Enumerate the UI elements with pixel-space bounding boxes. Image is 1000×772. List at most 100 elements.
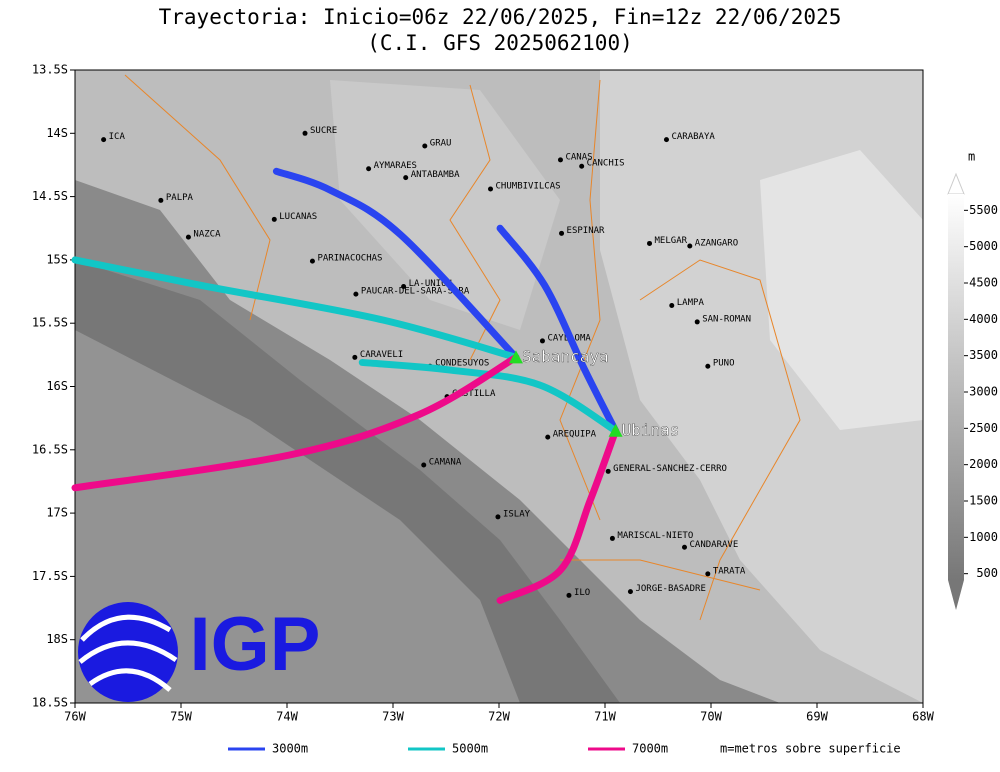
place-dot: [353, 291, 359, 297]
place-label: ANTABAMBA: [411, 170, 460, 180]
volcano-label: Ubinas: [622, 420, 680, 439]
place-dot: [488, 186, 494, 192]
place-dot: [647, 240, 653, 246]
colorbar-label: 5000: [969, 239, 998, 253]
colorbar-label: 500: [976, 566, 998, 580]
colorbar-label: 3000: [969, 385, 998, 399]
legend-label: 5000m: [452, 742, 488, 756]
place-label: SUCRE: [310, 126, 337, 136]
place-label: LA-UNION: [409, 279, 452, 289]
place-dot: [559, 230, 565, 236]
place-dot: [627, 589, 633, 595]
y-tick-label: 18S: [46, 632, 68, 646]
place-dot: [302, 130, 308, 136]
y-tick-label: 17.5S: [32, 569, 68, 583]
x-tick-label: 75W: [170, 710, 192, 724]
place-label: ESPINAR: [567, 226, 606, 236]
y-tick-label: 16.5S: [32, 442, 68, 456]
y-tick-label: 14.5S: [32, 189, 68, 203]
place-dot: [185, 234, 191, 240]
place-label: AYMARAES: [374, 161, 417, 171]
place-dot: [705, 363, 711, 369]
place-label: CARAVELI: [360, 350, 403, 360]
legend-label: 3000m: [272, 742, 308, 756]
y-tick-label: 14S: [46, 126, 68, 140]
place-label: NAZCA: [193, 230, 221, 240]
place-label: PAUCAR-DEL-SARA-SARA: [361, 287, 470, 297]
place-dot: [669, 302, 675, 308]
place-dot: [403, 175, 409, 181]
y-tick-label: 18.5S: [32, 696, 68, 710]
colorbar-label: 3500: [969, 348, 998, 362]
place-label: CARABAYA: [671, 132, 715, 142]
colorbar-label: 1500: [969, 494, 998, 508]
place-dot: [566, 592, 572, 598]
volcano-marker: [608, 423, 623, 437]
place-label: CONDESUYOS: [435, 359, 489, 369]
place-dot: [101, 137, 107, 143]
colorbar: [947, 172, 965, 195]
volcano-marker: [508, 350, 523, 364]
place-label: GENERAL-SANCHEZ-CERRO: [613, 464, 727, 474]
legend-label: 7000m: [632, 742, 668, 756]
trajectory: [272, 167, 520, 361]
logo-text: IGP: [190, 602, 321, 687]
y-tick-label: 13.5S: [32, 63, 68, 77]
x-tick-label: 71W: [594, 710, 616, 724]
place-dot: [158, 197, 164, 203]
place-label: ISLAY: [503, 509, 531, 519]
legend-note: m=metros sobre superficie: [720, 742, 901, 756]
place-label: SAN-ROMAN: [702, 314, 751, 324]
place-dot: [682, 544, 687, 550]
place-label: CAMANA: [429, 457, 462, 467]
place-dot: [605, 468, 611, 474]
volcano-label: Sabancaya: [522, 347, 609, 366]
y-tick-label: 15S: [46, 252, 68, 266]
place-label: CANDARAVE: [690, 540, 739, 550]
place-dot: [495, 514, 501, 520]
x-tick-label: 68W: [912, 710, 934, 724]
place-label: ILO: [574, 588, 590, 598]
x-tick-label: 69W: [806, 710, 828, 724]
colorbar-label: 5500: [969, 203, 998, 217]
place-dot: [539, 338, 545, 344]
terrain: [75, 70, 923, 703]
trajectory: [71, 353, 520, 492]
place-dot: [366, 166, 372, 172]
place-label: LAMPA: [677, 298, 705, 308]
colorbar-label: 2500: [969, 421, 998, 435]
place-dot: [687, 243, 693, 249]
place-label: AREQUIPA: [553, 430, 597, 440]
place-dot: [421, 462, 427, 468]
x-tick-label: 73W: [382, 710, 404, 724]
place-label: MELGAR: [655, 236, 688, 246]
place-label: LUCANAS: [279, 212, 317, 222]
place-label: AZANGARO: [695, 238, 738, 248]
place-label: CANCHIS: [587, 159, 625, 169]
x-tick-label: 72W: [488, 710, 510, 724]
place-dot: [609, 535, 615, 541]
place-label: PARINACOCHAS: [317, 254, 382, 264]
layer: 76W 75W 74W 73W 72W 71W 70W 69W 68W 13.5S 14S 14.5S…: [32, 63, 998, 756]
colorbar-unit: m: [968, 150, 975, 164]
colorbar-label: 4500: [969, 276, 998, 290]
title: Trayectoria: Inicio=06z 22/06/2025, Fin=…: [159, 5, 842, 29]
trajectory: [496, 427, 620, 604]
trajectory: [496, 224, 620, 435]
y-tick-label: 16S: [46, 379, 68, 393]
place-dot: [663, 137, 669, 143]
place-dot: [309, 258, 315, 264]
place-label: PALPA: [166, 193, 194, 203]
x-tick-label: 74W: [276, 710, 298, 724]
place-dot: [401, 283, 407, 289]
place-dot: [422, 143, 428, 149]
place-label: JORGE-BASADRE: [635, 584, 705, 594]
x-tick-label: 76W: [64, 710, 86, 724]
y-tick-label: 15.5S: [32, 316, 68, 330]
y-tick-label: 17S: [46, 506, 68, 520]
subtitle: (C.I. GFS 2025062100): [367, 31, 633, 55]
place-label: MARISCAL-NIETO: [617, 531, 693, 541]
place-label: TARATA: [713, 566, 746, 576]
place-label: GRAU: [430, 138, 452, 148]
